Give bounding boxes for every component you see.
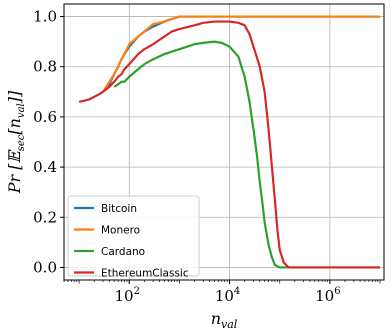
plot-frame — [63, 3, 385, 281]
x-tick-label: 106 — [315, 286, 340, 305]
x-tick-label: 102 — [115, 286, 140, 305]
legend-label: Bitcoin — [101, 203, 137, 215]
series-line-monero — [102, 15, 381, 93]
y-axis-label: Pr [𝔼sec[nval]] — [5, 90, 27, 194]
legend-label: Cardano — [101, 246, 145, 258]
series-line-ethereumclassic — [78, 20, 381, 269]
y-tick-label: 0.6 — [33, 108, 57, 126]
x-axis-label: nval — [211, 309, 238, 330]
series-lines — [78, 15, 381, 269]
y-tick-label: 0.0 — [33, 258, 57, 276]
y-tick-label: 0.2 — [33, 208, 57, 226]
series-line-cardano — [113, 40, 381, 269]
legend-label: Monero — [101, 225, 140, 237]
legend-label: EthereumClassic — [101, 268, 189, 280]
axis-ticks: 0.0 0.2 0.4 0.6 0.8 1.0 102 104 106 — [33, 8, 381, 305]
y-tick-label: 0.4 — [33, 158, 57, 176]
legend: Bitcoin Monero Cardano EthereumClassic — [67, 195, 200, 280]
x-tick-label: 104 — [215, 286, 240, 305]
legend-box — [67, 195, 200, 277]
y-tick-label: 0.8 — [33, 58, 57, 76]
series-line-bitcoin — [102, 15, 381, 93]
y-tick-label: 1.0 — [33, 8, 57, 26]
